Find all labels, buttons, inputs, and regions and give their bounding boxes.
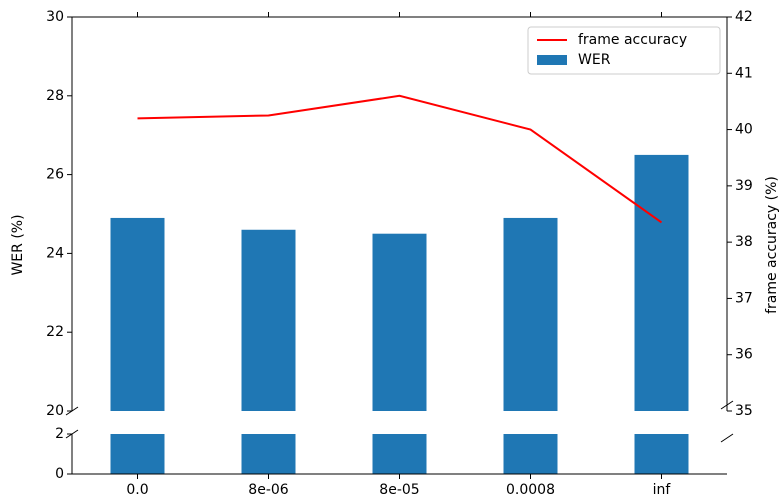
y2-tick-label: 37: [735, 290, 753, 306]
bar-lower: [241, 434, 296, 474]
x-tick-label: inf: [653, 482, 672, 498]
x-tick-label: 0.0008: [506, 482, 555, 498]
bar: [241, 229, 296, 411]
legend-label: WER: [578, 52, 611, 68]
y-tick-label: 0: [55, 466, 64, 482]
y-tick-label: 30: [46, 9, 64, 25]
bar-lower: [372, 434, 427, 474]
y2-tick-label: 35: [735, 403, 753, 419]
bar: [110, 217, 165, 411]
y-tick-label: 24: [46, 245, 64, 261]
bar-lower: [634, 434, 689, 474]
bar: [372, 233, 427, 411]
y2-tick-label: 40: [735, 122, 753, 138]
bar: [503, 217, 558, 411]
y-tick-label: 22: [46, 324, 64, 340]
y2-tick-label: 42: [735, 9, 753, 25]
axis-break: [720, 400, 734, 410]
y-tick-label: 28: [46, 88, 64, 104]
y-tick-label: 20: [46, 403, 64, 419]
bar-lower: [503, 434, 558, 474]
line: [137, 94, 663, 224]
y2-tick-label: 41: [735, 65, 753, 81]
y-axis-label: WER (%): [10, 214, 26, 275]
y2-tick-label: 36: [735, 347, 753, 363]
axis-break: [720, 433, 734, 443]
y2-axis-label: frame accuracy (%): [764, 176, 780, 314]
x-tick-label: 0.0: [126, 482, 148, 498]
bar-lower: [110, 434, 165, 474]
legend-swatch: [537, 55, 567, 65]
y-tick-label: 26: [46, 167, 64, 183]
legend-box: [527, 26, 721, 75]
y2-tick-label: 39: [735, 178, 753, 194]
y2-tick-label: 38: [735, 234, 753, 250]
x-tick-label: 8e-05: [379, 482, 419, 498]
bar: [634, 154, 689, 411]
legend-label: frame accuracy: [578, 32, 687, 48]
y-tick-label: 2: [55, 426, 64, 442]
x-tick-label: 8e-06: [248, 482, 288, 498]
